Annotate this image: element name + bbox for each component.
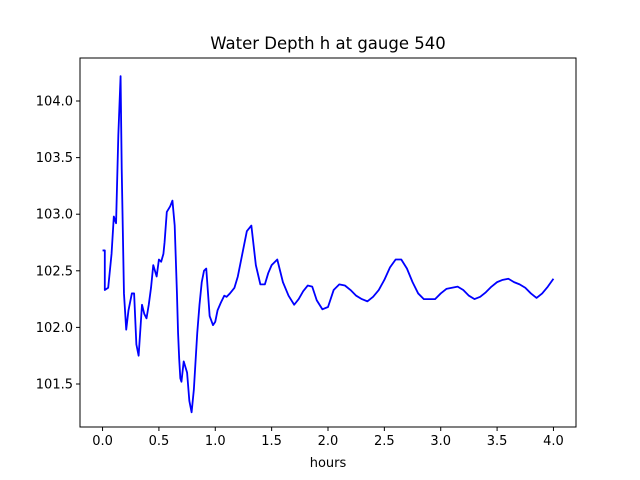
series-layer [102, 75, 555, 414]
x-tick-label: 2.0 [318, 434, 339, 449]
x-tick-label: 2.5 [374, 434, 395, 449]
x-tick-label: 4.0 [543, 434, 564, 449]
chart-title: Water Depth h at gauge 540 [210, 34, 445, 53]
x-tick-label: 3.5 [487, 434, 508, 449]
x-tick-label: 3.0 [430, 434, 451, 449]
x-axis-label: hours [310, 456, 347, 471]
y-axis-ticks: 101.5 102.0 102.5 103.0 103.5 104.0 [36, 95, 80, 392]
x-tick-label: 1.0 [205, 434, 226, 449]
x-tick-label: 1.5 [261, 434, 282, 449]
y-tick-label: 102.0 [36, 321, 73, 336]
x-tick-label: 0.5 [149, 434, 170, 449]
y-tick-label: 101.5 [36, 377, 73, 392]
y-tick-label: 104.0 [36, 95, 73, 110]
y-tick-label: 103.5 [36, 151, 73, 166]
y-tick-label: 103.0 [36, 208, 73, 223]
x-tick-label: 0.0 [92, 434, 113, 449]
y-tick-label: 102.5 [36, 264, 73, 279]
axes-frame [79, 57, 577, 428]
x-axis-ticks: 0.0 0.5 1.0 1.5 2.0 2.5 3.0 3.5 4.0 [92, 427, 564, 449]
series-line [102, 75, 555, 414]
